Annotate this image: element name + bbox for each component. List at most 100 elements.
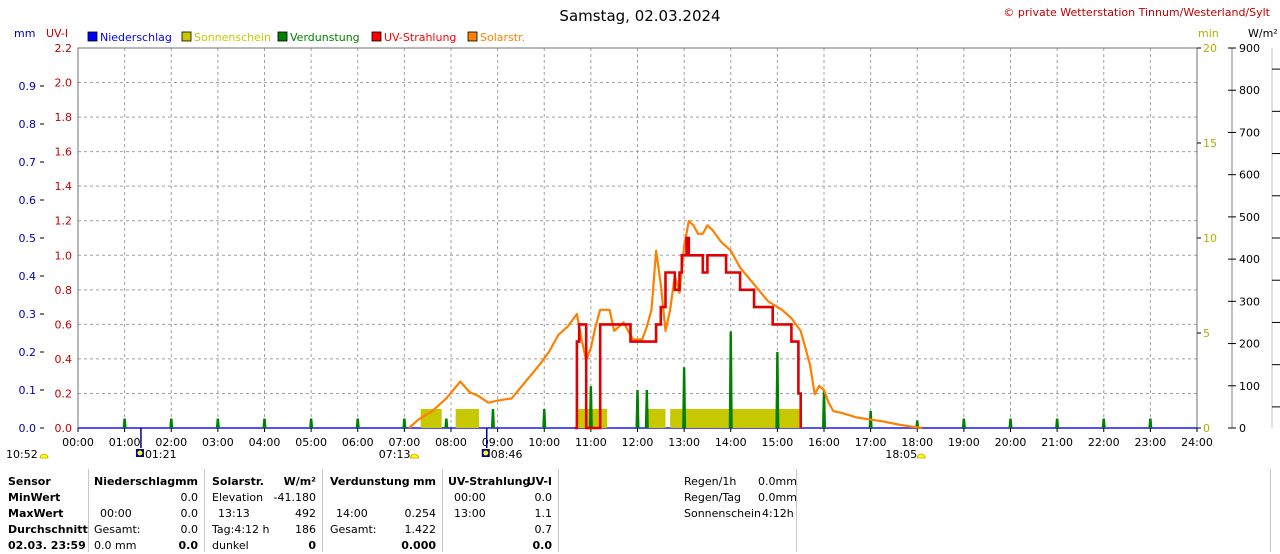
evap-bar-12 — [645, 390, 649, 428]
x-tick-17: 17:00 — [855, 436, 887, 449]
stats-verdunstung-unit: mm — [404, 474, 436, 490]
evap-bar-14 — [729, 331, 733, 428]
evap-bar-19 — [962, 419, 966, 429]
x-tick-12: 12:00 — [622, 436, 654, 449]
solar-radiation-line — [409, 221, 922, 428]
stats-uv-title: UV-Strahlung — [448, 474, 530, 490]
sun-icon — [410, 454, 418, 458]
evap-bar-8 — [491, 409, 495, 428]
mm-tick-0: 0.0 — [19, 422, 37, 435]
mm-tick-3: 0.3 — [19, 308, 37, 321]
wm2-tick-2: 200 — [1239, 338, 1260, 351]
evap-bar-5 — [356, 419, 360, 429]
axis-unit-mm: mm — [14, 27, 35, 40]
wm2-tick-7: 700 — [1239, 126, 1260, 139]
stats-solar-max: 492 — [266, 506, 316, 522]
evap-bar-20 — [1009, 419, 1013, 429]
x-tick-15: 15:00 — [762, 436, 794, 449]
stats-solar-max-time: 13:13 — [218, 506, 250, 522]
evap-bar-1 — [169, 419, 173, 429]
wm2-tick-1: 100 — [1239, 380, 1260, 393]
mm-tick-2: 0.2 — [19, 346, 37, 359]
evap-bar-23 — [1148, 419, 1152, 429]
x-tick-6: 06:00 — [342, 436, 374, 449]
uvi-tick-9: 1.8 — [55, 111, 73, 124]
x-tick-0: 00:00 — [62, 436, 94, 449]
mm-tick-4: 0.4 — [19, 270, 37, 283]
x-tick-11: 11:00 — [575, 436, 607, 449]
stats-uv-avg: 0.7 — [510, 522, 552, 538]
x-tick-20: 20:00 — [995, 436, 1027, 449]
legend-label-0: Niederschlag — [100, 31, 172, 44]
stats-verdunstung-gesamt: 1.422 — [380, 522, 436, 538]
legend-swatch-4 — [468, 32, 477, 41]
evap-bar-0 — [123, 419, 127, 429]
legend-swatch-0 — [88, 32, 97, 41]
x-tick-16: 16:00 — [808, 436, 840, 449]
weather-chart: Samstag, 02.03.2024 © private Wetterstat… — [0, 0, 1280, 469]
mm-tick-9: 0.9 — [19, 80, 37, 93]
uvi-tick-11: 2.2 — [55, 42, 73, 55]
stats-niederschlag-gesamt: 0.0 — [150, 522, 198, 538]
evap-bar-3 — [263, 419, 267, 429]
mm-tick-5: 0.5 — [19, 232, 37, 245]
stats-extra-value-1: 0.0mm — [758, 490, 797, 506]
x-tick-21: 21:00 — [1041, 436, 1073, 449]
stats-solar-elevation-label: Elevation — [212, 490, 263, 506]
wm2-tick-0: 0 — [1239, 422, 1246, 435]
event-label-3: 08:46 — [491, 448, 523, 461]
min-tick-2: 10 — [1203, 232, 1217, 245]
legend-swatch-2 — [278, 32, 287, 41]
wm2-tick-3: 300 — [1239, 295, 1260, 308]
mm-tick-6: 0.6 — [19, 194, 37, 207]
x-tick-1: 01:00 — [109, 436, 141, 449]
x-tick-10: 10:00 — [528, 436, 560, 449]
mm-tick-1: 0.1 — [19, 384, 37, 397]
stats-uv-max: 1.1 — [510, 506, 552, 522]
statistics-panel: Sensor MinWert MaxWert Durchschnitt 02.0… — [0, 469, 1280, 552]
stats-solar-tag-label: Tag:4:12 h — [212, 522, 270, 538]
sun-icon — [40, 454, 48, 458]
event-label-0: 10:52 — [6, 448, 38, 461]
stats-uv-max-time: 13:00 — [454, 506, 486, 522]
stats-row-avg: Durchschnitt — [8, 522, 88, 538]
x-tick-19: 19:00 — [948, 436, 980, 449]
axes: 0.00.10.20.30.40.50.60.70.80.90.00.20.40… — [19, 42, 1280, 449]
stats-verdunstung-title: Verdunstung — [330, 474, 410, 490]
uvi-tick-0: 0.0 — [55, 422, 73, 435]
evap-bar-4 — [309, 419, 313, 429]
mm-tick-8: 0.8 — [19, 118, 37, 131]
stats-uv-min-time: 00:00 — [454, 490, 486, 506]
stats-row-max: MaxWert — [8, 506, 63, 522]
stats-uv-min: 0.0 — [510, 490, 552, 506]
moon-icon — [483, 451, 488, 456]
legend-label-4: Solarstr. — [480, 31, 525, 44]
stats-solar-unit: W/m² — [270, 474, 316, 490]
sunshine-bars — [421, 409, 801, 428]
stats-extra-value-2: 4:12h — [762, 506, 794, 522]
legend-label-1: Sonnenschein — [194, 31, 271, 44]
x-tick-8: 08:00 — [435, 436, 467, 449]
evap-bar-6 — [402, 419, 406, 429]
wm2-tick-5: 500 — [1239, 211, 1260, 224]
x-tick-5: 05:00 — [295, 436, 327, 449]
wm2-tick-6: 600 — [1239, 169, 1260, 182]
stats-verdunstung-max-time: 14:00 — [336, 506, 368, 522]
sunshine-bar-3 — [647, 409, 666, 428]
stats-solar-title: Solarstr. — [212, 474, 264, 490]
grid — [78, 48, 1197, 428]
axis-unit-wm2: W/m² — [1248, 27, 1278, 40]
evap-bar-7 — [444, 419, 448, 429]
uvi-tick-3: 0.6 — [55, 318, 73, 331]
uvi-tick-7: 1.4 — [55, 180, 73, 193]
event-label-4: 18:05 — [885, 448, 917, 461]
stats-niederschlag-max-time: 00:00 — [100, 506, 132, 522]
legend-swatch-3 — [372, 32, 381, 41]
uvi-tick-2: 0.4 — [55, 353, 73, 366]
uvi-tick-10: 2.0 — [55, 77, 73, 90]
x-tick-13: 13:00 — [668, 436, 700, 449]
evap-bar-21 — [1055, 419, 1059, 429]
min-tick-0: 0 — [1203, 422, 1210, 435]
uvi-tick-4: 0.8 — [55, 284, 73, 297]
